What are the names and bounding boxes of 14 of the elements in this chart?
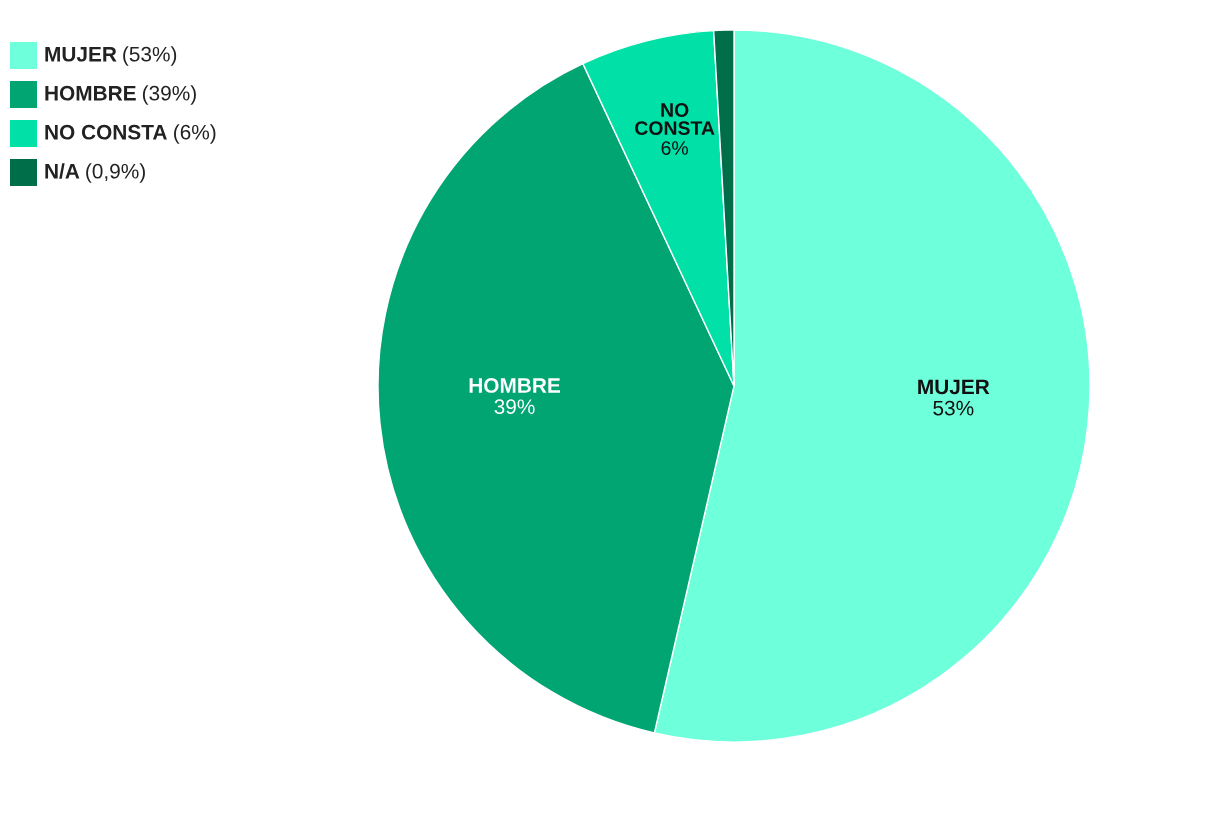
legend-label: NO CONSTA	[45, 124, 167, 140]
slice-label: HOMBRE	[469, 378, 561, 393]
legend-label: HOMBRE	[45, 85, 136, 101]
text: 53%	[933, 400, 974, 416]
data-label: (0,9%)	[86, 163, 145, 183]
slice-label: NO CONSTA	[635, 103, 715, 136]
text: 39%	[494, 399, 535, 415]
text: 6%	[661, 141, 688, 155]
data-label: (53%)	[123, 46, 177, 66]
data-label: (6%)	[174, 124, 216, 144]
data-label: (39%)	[142, 85, 196, 105]
legend-label: N/A	[45, 163, 80, 179]
slice-label: MUJER	[918, 379, 990, 395]
legend-label: MUJER	[45, 47, 117, 62]
